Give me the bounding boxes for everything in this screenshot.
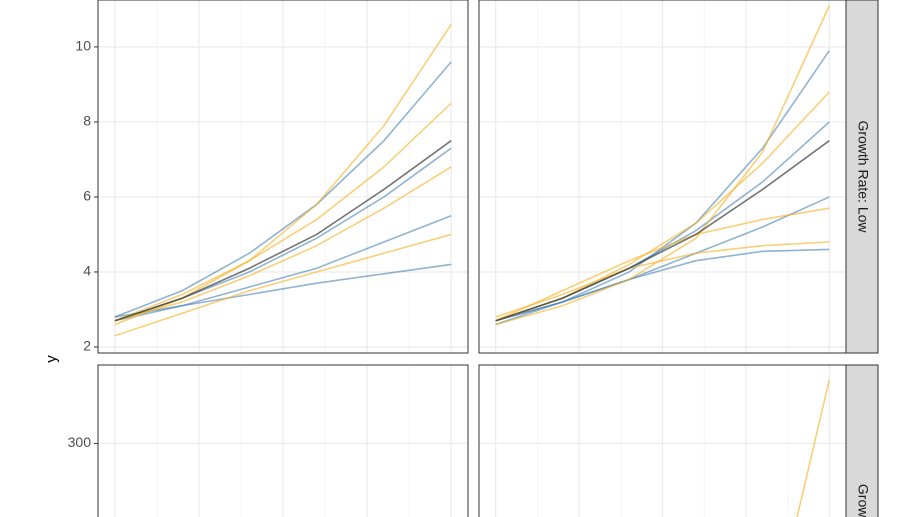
y-tick-label: 2: [83, 338, 91, 354]
y-tick-label: 10: [75, 38, 91, 54]
strip-label: Growth Rate: Low: [855, 120, 871, 233]
strip: [845, 0, 879, 354]
series-line: [495, 5, 831, 326]
series-line: [114, 140, 452, 322]
y-tick-label: 6: [83, 188, 91, 204]
series-line: [495, 241, 830, 318]
series-line: [114, 233, 452, 337]
series-line: [114, 166, 452, 322]
panel-border: [97, 0, 469, 354]
y-axis-label: y: [43, 355, 60, 363]
y-tick-label: 300: [68, 434, 92, 450]
y-tick-label: 4: [83, 263, 91, 279]
series-line: [495, 140, 830, 322]
series-line: [114, 102, 452, 322]
strip-label: Growth Rate: High: [855, 484, 871, 517]
panel-border: [478, 364, 847, 517]
y-tick-label: 8: [83, 113, 91, 129]
strip: [845, 364, 879, 517]
series-line: [114, 61, 452, 318]
panel-border: [97, 364, 469, 517]
series-line: [114, 214, 452, 322]
series-line: [495, 207, 830, 322]
